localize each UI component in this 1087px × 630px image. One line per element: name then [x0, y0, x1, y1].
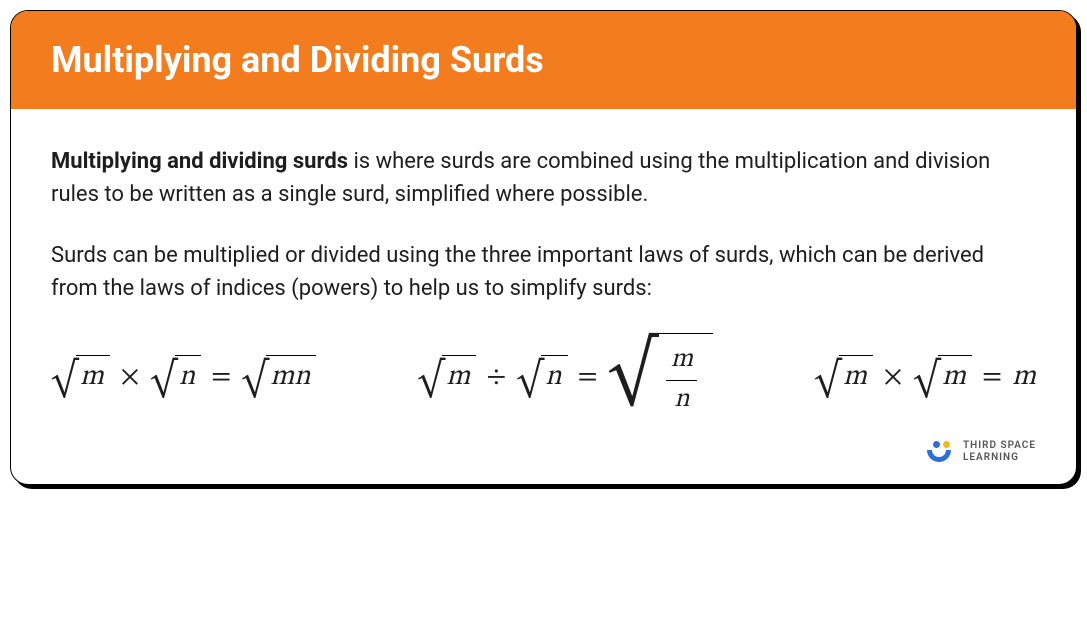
eq1-result: mn: [266, 355, 316, 398]
eq2-op: ÷: [482, 356, 510, 398]
paragraph-2: Surds can be multiplied or divided using…: [51, 239, 1036, 305]
eq2-arg1: m: [442, 355, 476, 398]
fraction: m n: [663, 345, 701, 416]
sqrt-icon: √ m: [417, 355, 476, 398]
equation-3: √ m × √ m = m: [814, 355, 1036, 398]
sqrt-icon: √ m n: [608, 333, 713, 420]
eq1-arg1: m: [76, 355, 110, 398]
eq3-arg1: m: [839, 355, 873, 398]
paragraph-1-bold: Multiplying and dividing surds: [51, 149, 348, 174]
brand-logo-icon: [925, 441, 955, 463]
equals-sign: =: [574, 356, 602, 398]
card-title: Multiplying and Dividing Surds: [51, 39, 1036, 81]
equals-sign: =: [207, 356, 235, 398]
eq1-op: ×: [116, 356, 144, 398]
sqrt-icon: √ m: [913, 355, 972, 398]
eq3-op: ×: [879, 356, 907, 398]
paragraph-1: Multiplying and dividing surds is where …: [51, 145, 1036, 211]
eq3-arg2: m: [938, 355, 972, 398]
sqrt-icon: √ m: [814, 355, 873, 398]
eq3-result: m: [1012, 356, 1036, 398]
fraction-numerator: m: [663, 345, 701, 380]
card-body: Multiplying and dividing surds is where …: [11, 109, 1076, 484]
sqrt-icon: √ mn: [241, 355, 316, 398]
brand-line-1: THIRD SPACE: [963, 440, 1036, 452]
brand-footer: THIRD SPACE LEARNING: [51, 420, 1036, 464]
sqrt-icon: √ n: [516, 355, 567, 398]
equals-sign: =: [978, 356, 1006, 398]
equation-2: √ m ÷ √ n = √ m n: [417, 333, 713, 420]
sqrt-icon: √ m: [51, 355, 110, 398]
eq2-arg2: n: [541, 355, 567, 398]
brand-logo-text: THIRD SPACE LEARNING: [963, 440, 1036, 464]
sqrt-icon: √ n: [150, 355, 201, 398]
equations-row: √ m × √ n = √ mn √ m: [51, 333, 1036, 420]
brand-line-2: LEARNING: [963, 452, 1036, 464]
equation-1: √ m × √ n = √ mn: [51, 355, 316, 398]
eq1-arg2: n: [175, 355, 201, 398]
card-header: Multiplying and Dividing Surds: [11, 11, 1076, 109]
fraction-denominator: n: [666, 380, 697, 416]
info-card: Multiplying and Dividing Surds Multiplyi…: [10, 10, 1077, 485]
